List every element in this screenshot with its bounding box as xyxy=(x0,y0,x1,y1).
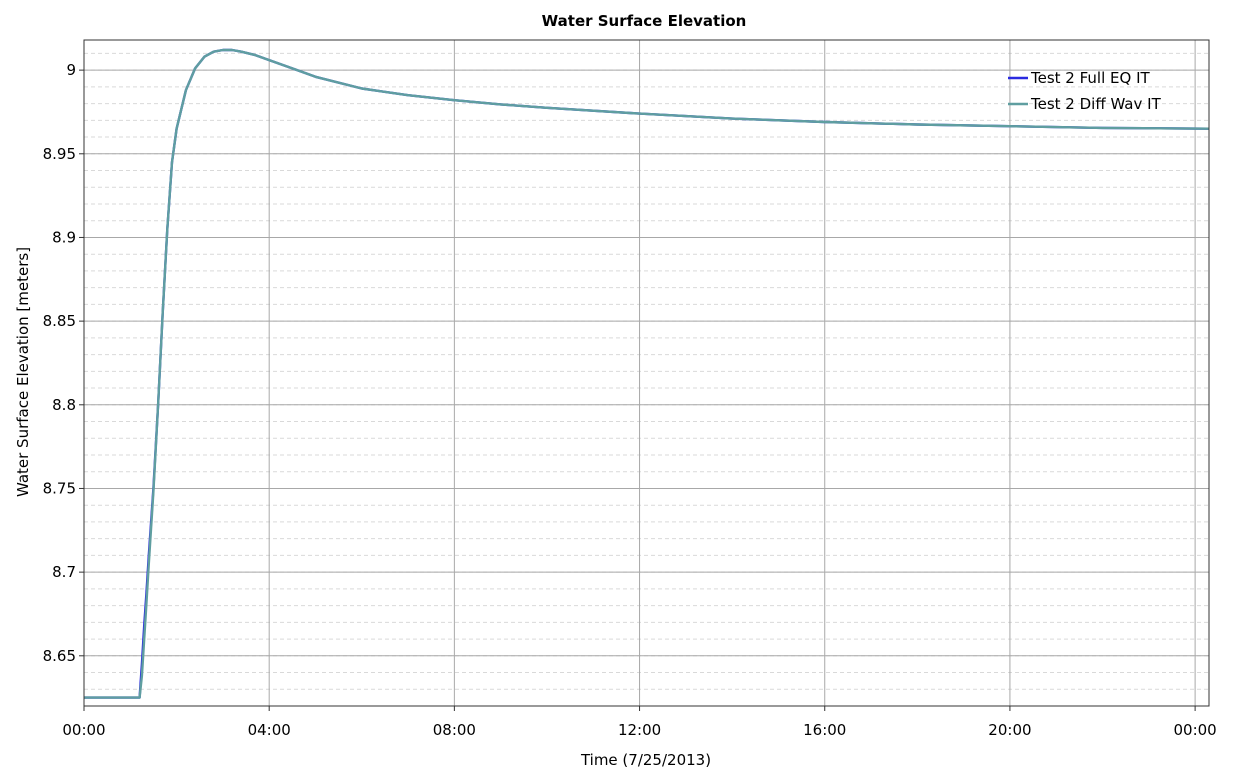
y-tick-label: 8.95 xyxy=(43,145,76,163)
y-axis-label: Water Surface Elevation [meters] xyxy=(14,247,32,497)
minor-gridlines xyxy=(84,52,1209,707)
y-tick-label: 8.9 xyxy=(52,228,76,246)
x-tick-label: 16:00 xyxy=(803,721,846,739)
x-tick-label: 12:00 xyxy=(618,721,661,739)
x-tick-label: 20:00 xyxy=(988,721,1031,739)
x-tick-label: 00:00 xyxy=(1173,721,1216,739)
y-tick-label: 9 xyxy=(66,61,76,79)
x-axis-ticks: 00:00 04:00 08:00 12:00 16:00 20:00 00:00 xyxy=(62,706,1217,739)
y-tick-label: 8.7 xyxy=(52,563,76,581)
legend-label: Test 2 Full EQ IT xyxy=(1030,69,1151,87)
series-layer xyxy=(84,48,1210,699)
x-axis-label: Time (7/25/2013) xyxy=(580,751,711,769)
series-line-2 xyxy=(84,48,1210,699)
x-tick-label: 00:00 xyxy=(62,721,105,739)
legend: Test 2 Full EQ IT Test 2 Diff Wav IT xyxy=(1008,69,1162,113)
y-tick-label: 8.65 xyxy=(43,647,76,665)
plot-frame xyxy=(83,39,1210,707)
x-tick-label: 08:00 xyxy=(433,721,476,739)
x-tick-label: 04:00 xyxy=(248,721,291,739)
y-tick-label: 8.85 xyxy=(43,312,76,330)
major-gridlines xyxy=(83,40,1209,706)
series-line-1 xyxy=(84,48,1210,699)
chart-title: Water Surface Elevation xyxy=(542,12,747,30)
legend-label: Test 2 Diff Wav IT xyxy=(1030,95,1162,113)
y-tick-label: 8.8 xyxy=(52,396,76,414)
y-axis-ticks: 8.65 8.7 8.75 8.8 8.85 8.9 8.95 9 xyxy=(43,61,84,665)
y-tick-label: 8.75 xyxy=(43,479,76,497)
